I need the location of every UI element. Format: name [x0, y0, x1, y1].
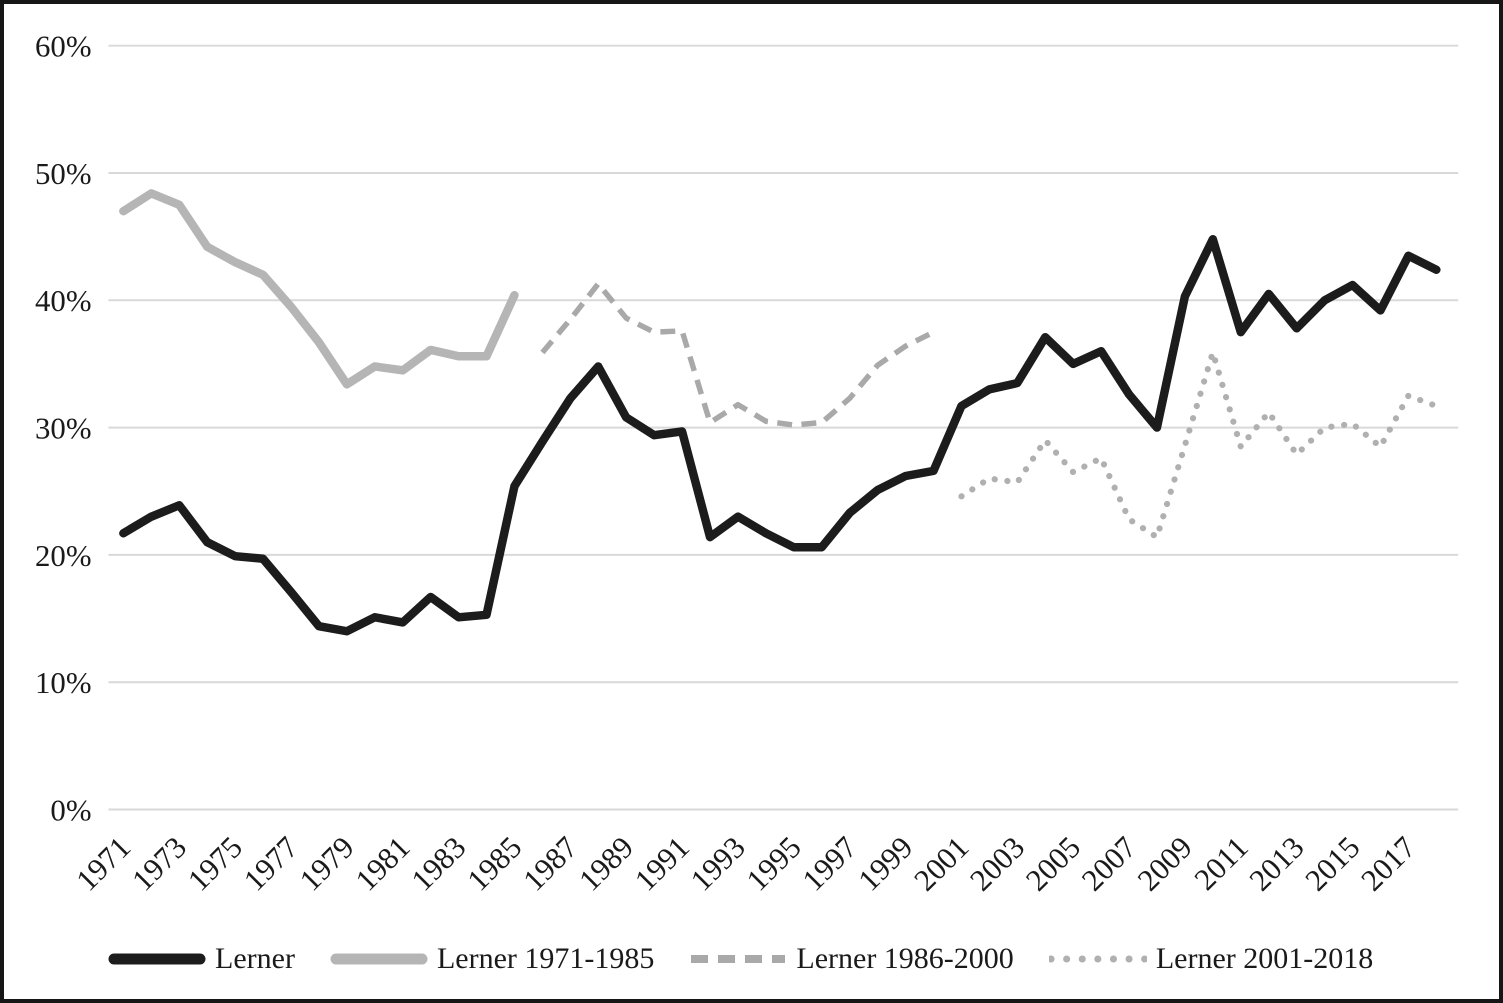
- y-tick-label: 10%: [35, 666, 92, 700]
- x-tick-label: 2013: [1243, 830, 1311, 897]
- x-tick-label: 1993: [684, 830, 752, 897]
- series-line-lerner-1971-1985: [119, 189, 519, 389]
- y-tick-label: 20%: [35, 539, 92, 573]
- series-line-lerner: [119, 234, 1441, 636]
- series-line-lerner-1986-2000: [540, 281, 935, 428]
- legend-item-lerner-1986-2000: Lerner 1986-2000: [689, 942, 1014, 975]
- x-tick-label: 1999: [852, 830, 920, 897]
- x-tick-label: 1997: [796, 830, 864, 897]
- x-tick-label: 1983: [405, 830, 473, 897]
- x-tick-label: 1987: [517, 830, 585, 897]
- x-tick-label: 1973: [125, 830, 193, 897]
- y-tick-label: 40%: [35, 284, 92, 318]
- legend-item-lerner: Lerner: [108, 944, 295, 974]
- y-tick-label: 50%: [35, 157, 92, 191]
- chart-legend: Lerner Lerner 1971-1985 Lerner 1986-2000…: [108, 933, 1373, 985]
- x-tick-label: 2009: [1131, 830, 1199, 897]
- x-tick-label: 2003: [964, 830, 1032, 897]
- legend-swatch-lerner-solid-black: [108, 951, 206, 967]
- x-tick-label: 1975: [181, 830, 249, 897]
- lerner-line-chart: 0% 10% 20% 30% 40% 50% 60% 19711973197519771979…: [35, 30, 1459, 898]
- legend-item-lerner-2001-2018: Lerner 2001-2018: [1048, 942, 1374, 975]
- x-tick-label: 1971: [70, 830, 138, 897]
- y-tick-label: 60%: [35, 30, 92, 64]
- legend-label-lerner: Lerner: [215, 942, 295, 975]
- legend-item-lerner-1971-1985: Lerner 1971-1985: [330, 944, 654, 974]
- legend-label-lerner-1986-2000: Lerner 1986-2000: [796, 942, 1014, 975]
- x-tick-label: 2015: [1299, 830, 1367, 897]
- x-tick-label: 1991: [628, 830, 696, 897]
- series-line-lerner-2001-2018: [958, 349, 1440, 541]
- legend-label-lerner-1971-1985: Lerner 1971-1985: [436, 942, 655, 975]
- x-tick-label: 1979: [293, 830, 361, 897]
- legend-swatch-lerner-1986-2000-dashed-gray: [689, 951, 787, 967]
- x-tick-label: 1985: [461, 830, 529, 897]
- y-tick-label: 0%: [50, 793, 91, 827]
- x-tick-label: 2017: [1355, 830, 1423, 897]
- x-tick-label: 2011: [1188, 830, 1255, 897]
- y-tick-label: 30%: [35, 412, 92, 446]
- x-tick-label: 2005: [1019, 830, 1087, 897]
- x-tick-label: 1995: [740, 830, 808, 897]
- x-tick-label: 2001: [908, 830, 976, 897]
- x-tick-label: 2007: [1075, 830, 1143, 897]
- x-tick-label: 1981: [349, 830, 417, 897]
- legend-label-lerner-2001-2018: Lerner 2001-2018: [1155, 942, 1374, 975]
- x-tick-label: 1989: [572, 830, 640, 897]
- legend-swatch-lerner-2001-2018-dotted-gray: [1048, 951, 1147, 967]
- x-tick-label: 1977: [237, 830, 305, 897]
- legend-swatch-lerner-1971-1985-solid-gray: [330, 951, 428, 967]
